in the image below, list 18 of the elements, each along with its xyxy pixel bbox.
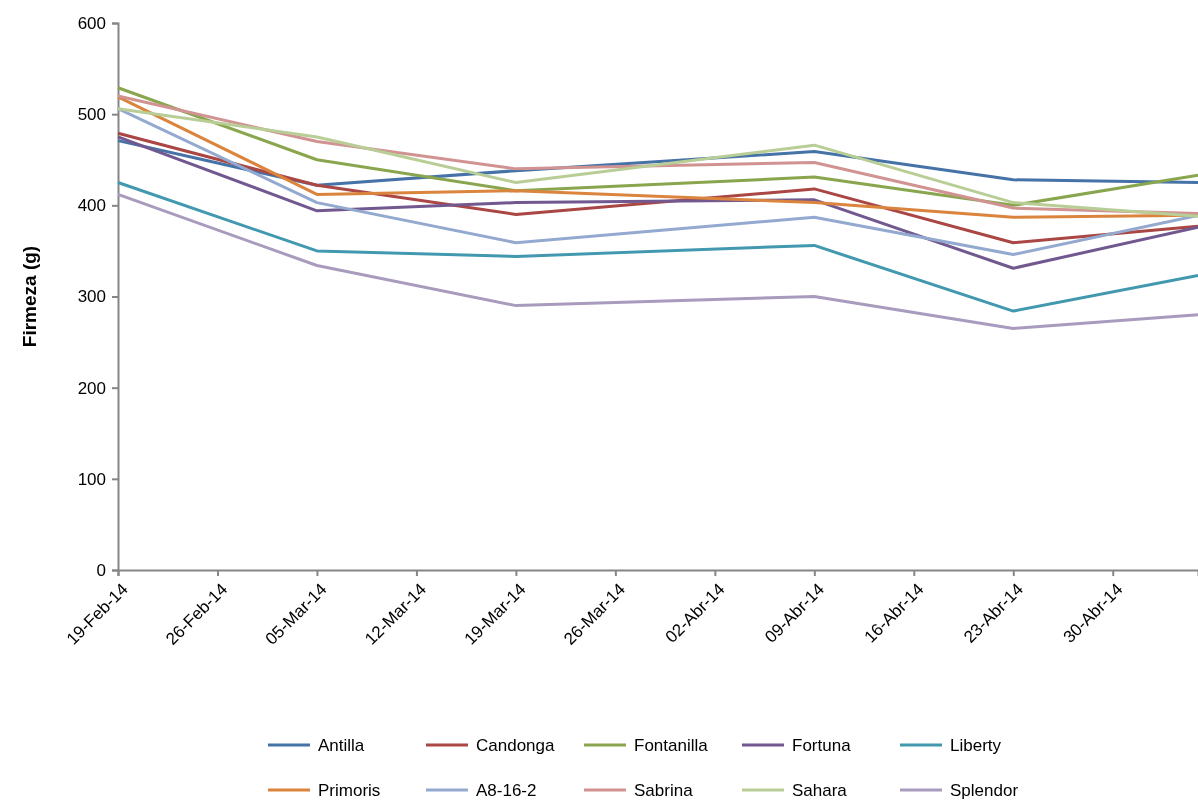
y-tick-label: 100 <box>77 469 106 489</box>
legend-label: Splendor <box>950 781 1019 800</box>
legend-label: Liberty <box>950 736 1002 755</box>
legend-label: Fortuna <box>792 736 852 755</box>
y-tick-label: 0 <box>96 560 106 580</box>
legend-label: Sahara <box>792 781 848 800</box>
y-tick-label: 400 <box>77 196 106 216</box>
legend-label: Sabrina <box>634 781 694 800</box>
legend-label: Primoris <box>318 781 381 800</box>
y-tick-label: 600 <box>77 13 106 33</box>
legend-label: Fontanilla <box>634 736 709 755</box>
y-axis-title: Firmeza (g) <box>19 245 40 348</box>
y-tick-label: 500 <box>77 105 106 125</box>
y-tick-label: 200 <box>77 378 106 398</box>
y-tick-label: 300 <box>77 287 106 307</box>
legend-label: Candonga <box>476 736 555 755</box>
legend-label: A8-16-2 <box>476 781 537 800</box>
legend-label: Antilla <box>318 736 365 755</box>
